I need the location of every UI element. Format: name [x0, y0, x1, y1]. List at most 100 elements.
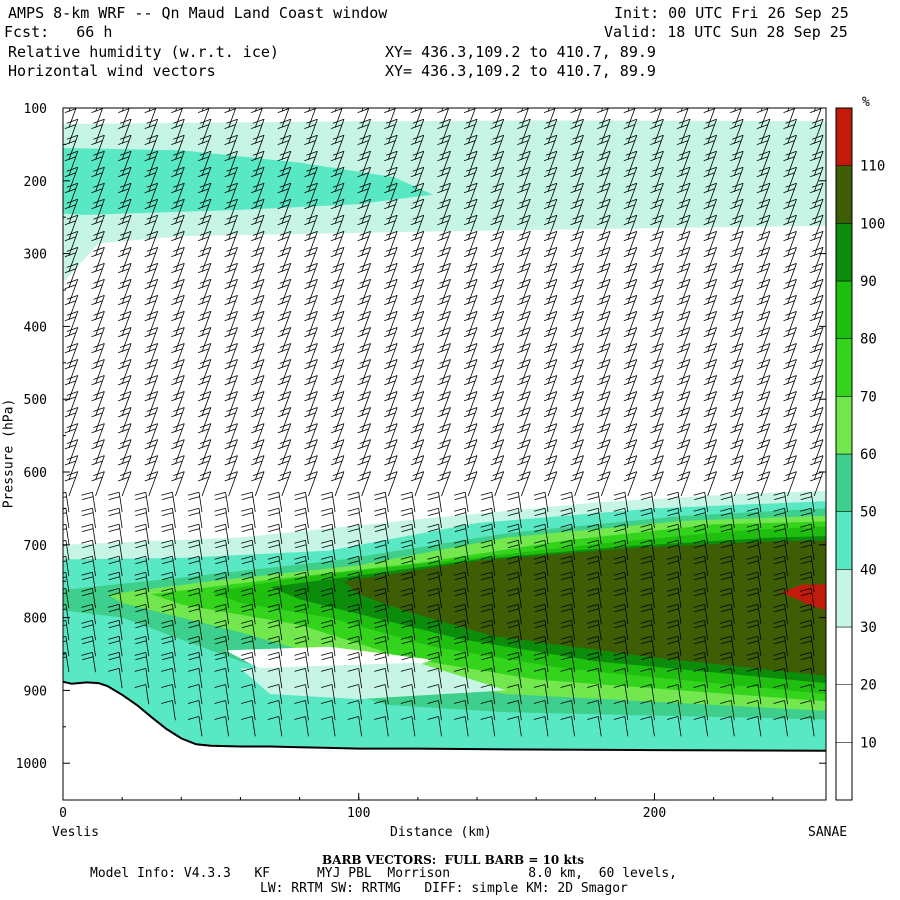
- wind-barb: [384, 134, 398, 160]
- wind-barb: [357, 108, 370, 128]
- wind-barb: [800, 716, 815, 737]
- wind-barb: [410, 263, 425, 288]
- wind-barb: [384, 295, 398, 320]
- wind-barb: [809, 198, 824, 224]
- wind-barb: [809, 439, 824, 465]
- wind-barb: [304, 182, 318, 208]
- wind-barb: [277, 263, 292, 288]
- wind-barb: [171, 311, 185, 337]
- wind-barb: [650, 423, 664, 449]
- wind-barb: [570, 375, 584, 401]
- wind-barb: [171, 407, 185, 433]
- wind-barb: [570, 166, 584, 192]
- wind-barb: [267, 588, 283, 609]
- wind-barb: [224, 423, 238, 449]
- wind-barb: [597, 134, 611, 160]
- wind-barb: [720, 700, 735, 721]
- wind-barb: [117, 295, 132, 320]
- wind-barb: [171, 279, 185, 304]
- y-tick-label: 900: [24, 684, 47, 699]
- wind-barb: [666, 700, 682, 721]
- wind-barb: [437, 150, 451, 176]
- wind-barb: [400, 668, 416, 689]
- wind-barb: [613, 588, 629, 609]
- wind-barb: [384, 108, 396, 128]
- wind-barb: [187, 507, 203, 529]
- wind-barb: [703, 134, 717, 160]
- wind-barb: [187, 555, 203, 577]
- wind-barb: [64, 471, 79, 497]
- wind-barb: [490, 423, 505, 449]
- y-tick-label: 600: [24, 466, 47, 481]
- wind-barb: [463, 359, 478, 385]
- wind-barb: [570, 471, 584, 497]
- wind-barb: [171, 423, 185, 449]
- wind-barb: [783, 118, 797, 144]
- wind-barb: [597, 108, 609, 128]
- wind-barb: [400, 716, 416, 737]
- wind-barb: [463, 455, 478, 481]
- wind-barb: [81, 620, 96, 641]
- x-tick-label: 0: [59, 806, 67, 821]
- wind-barb: [800, 684, 815, 705]
- right-station-label: SANAE: [808, 825, 848, 840]
- wind-barb: [543, 407, 558, 433]
- wind-barb: [437, 182, 451, 208]
- wind-barb: [746, 716, 762, 737]
- wind-barb: [587, 507, 602, 529]
- wind-barb: [783, 455, 797, 481]
- wind-barb: [640, 571, 655, 593]
- wind-barb: [517, 108, 529, 128]
- wind-barb: [480, 716, 496, 737]
- wind-barb: [427, 668, 442, 689]
- wind-barb: [693, 684, 709, 705]
- wind-barb: [171, 359, 185, 385]
- wind-barb: [650, 471, 664, 497]
- wind-barb: [517, 231, 531, 256]
- wind-barb: [437, 214, 451, 240]
- wind-barb: [241, 507, 256, 529]
- wind-barb: [400, 620, 416, 641]
- wind-barb: [410, 439, 425, 465]
- wind-barb: [304, 471, 318, 497]
- wind-barb: [543, 471, 558, 497]
- wind-barb: [197, 295, 212, 320]
- wind-barb: [533, 588, 549, 609]
- wind-barb: [384, 455, 398, 481]
- wind-barb: [277, 327, 292, 353]
- wind-barb: [543, 231, 558, 256]
- wind-barbs: [63, 108, 826, 752]
- wind-barb: [676, 407, 691, 433]
- wind-barb: [410, 375, 425, 401]
- wind-barb: [214, 604, 230, 625]
- wind-barb: [650, 391, 664, 417]
- wind-barb: [756, 118, 771, 144]
- wind-barb: [587, 491, 602, 513]
- wind-barb: [720, 716, 735, 737]
- wind-barb: [267, 555, 283, 577]
- wind-barb: [517, 134, 531, 160]
- wind-barb: [640, 523, 655, 545]
- wind-barb: [91, 423, 105, 449]
- wind-barb: [117, 198, 132, 224]
- wind-barb: [480, 700, 496, 721]
- wind-barb: [91, 108, 104, 128]
- wind-barb: [320, 700, 336, 721]
- wind-barb: [241, 716, 256, 737]
- wind-barb: [304, 391, 318, 417]
- wind-barb: [533, 571, 549, 593]
- wind-barb: [800, 491, 815, 513]
- wind-barb: [800, 588, 815, 609]
- wind-barb: [809, 182, 824, 208]
- wind-barb: [241, 523, 256, 545]
- wind-barb: [490, 134, 505, 160]
- wind-barb: [570, 343, 584, 369]
- wind-barb: [507, 652, 522, 673]
- wind-barb: [410, 423, 425, 449]
- wind-barb: [490, 455, 505, 481]
- wind-barb: [730, 311, 744, 337]
- wind-barb: [650, 247, 664, 272]
- wind-barb: [746, 652, 762, 673]
- wind-barb: [374, 588, 389, 609]
- wind-barb: [81, 604, 96, 625]
